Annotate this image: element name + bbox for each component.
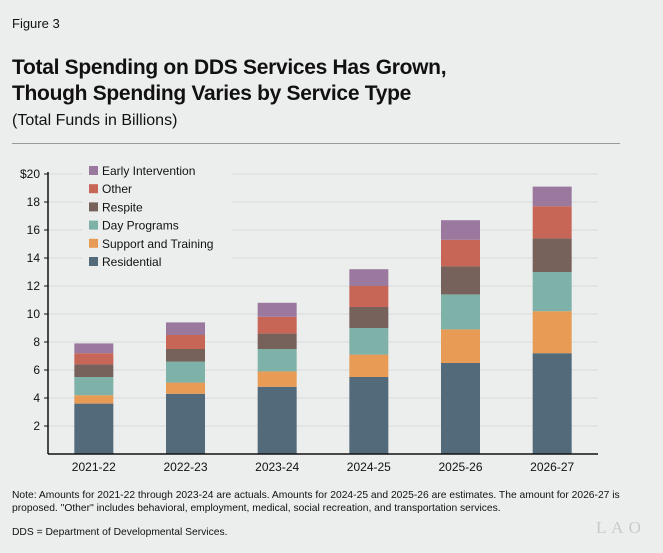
bar-segment xyxy=(257,316,297,334)
bar-segment xyxy=(74,353,114,365)
legend-label: Other xyxy=(102,182,132,196)
bar-segment xyxy=(349,354,389,377)
chart-title: Total Spending on DDS Services Has Grown… xyxy=(12,55,447,107)
bar-segment xyxy=(166,335,205,349)
y-tick-label: 4 xyxy=(33,391,40,405)
bar-segment xyxy=(166,393,205,454)
bar-segment xyxy=(441,329,480,363)
x-tick-label: 2026-27 xyxy=(530,460,574,474)
bar-segment xyxy=(349,286,389,307)
y-tick-label: 6 xyxy=(33,363,40,377)
bar-segment xyxy=(166,349,205,362)
bar-segment xyxy=(349,328,389,355)
x-tick-label: 2023-24 xyxy=(255,460,299,474)
bar-segment xyxy=(441,266,480,295)
bar-segment xyxy=(74,403,114,454)
y-tick-label: 18 xyxy=(27,195,41,209)
bar-segment xyxy=(349,377,389,454)
bar-segment xyxy=(74,377,114,396)
bar-segment xyxy=(349,307,389,328)
bar-segment xyxy=(532,272,572,312)
y-tick-label: 2 xyxy=(33,419,40,433)
x-tick-label: 2025-26 xyxy=(438,460,482,474)
figure-label: Figure 3 xyxy=(12,16,60,31)
abbreviation-note: DDS = Department of Developmental Servic… xyxy=(12,527,228,538)
legend-swatch xyxy=(89,220,98,230)
title-line-2: Though Spending Varies by Service Type xyxy=(12,82,411,105)
bar-segment xyxy=(257,333,297,349)
y-tick-label: 10 xyxy=(27,307,41,321)
bar-segment xyxy=(74,395,114,404)
chart-subtitle: (Total Funds in Billions) xyxy=(12,112,178,129)
bar-segment xyxy=(166,382,205,394)
legend-label: Residential xyxy=(102,255,161,269)
bar-segment xyxy=(532,311,572,354)
bar-segment xyxy=(532,186,572,207)
legend-background xyxy=(82,162,232,274)
legend-swatch xyxy=(89,202,98,212)
legend-swatch xyxy=(89,184,98,194)
bar-segment xyxy=(532,238,572,272)
title-line-1: Total Spending on DDS Services Has Grown… xyxy=(12,56,447,79)
divider xyxy=(12,143,620,144)
bar-segment xyxy=(532,353,572,454)
x-tick-label: 2024-25 xyxy=(347,460,391,474)
legend-swatch xyxy=(89,238,98,248)
bar-segment xyxy=(166,322,205,335)
y-tick-label: 12 xyxy=(27,279,41,293)
x-tick-label: 2022-23 xyxy=(163,460,207,474)
y-tick-label: 8 xyxy=(33,335,40,349)
bar-segment xyxy=(441,220,480,240)
bar-segment xyxy=(74,343,114,354)
bar-segment xyxy=(257,349,297,372)
x-tick-label: 2021-22 xyxy=(72,460,116,474)
bar-segment xyxy=(441,363,480,454)
bar-segment xyxy=(74,364,114,377)
legend-swatch xyxy=(89,166,98,175)
bar-segment xyxy=(441,239,480,267)
chart-note: Note: Amounts for 2021-22 through 2023-2… xyxy=(12,490,620,514)
bar-segment xyxy=(257,302,297,317)
legend-label: Early Intervention xyxy=(102,164,195,178)
bar-segment xyxy=(257,386,297,454)
legend-label: Support and Training xyxy=(102,237,213,251)
y-tick-label: 14 xyxy=(27,251,41,265)
y-tick-label: 16 xyxy=(27,223,41,237)
legend-label: Day Programs xyxy=(102,219,179,233)
y-tick-label: $20 xyxy=(20,167,40,181)
bar-segment xyxy=(349,269,389,286)
legend-label: Respite xyxy=(102,200,143,214)
bar-segment xyxy=(166,361,205,383)
bar-segment xyxy=(532,206,572,239)
lao-logo: L A O xyxy=(596,518,642,537)
bar-segment xyxy=(257,371,297,387)
legend-swatch xyxy=(89,257,98,266)
bar-segment xyxy=(441,294,480,330)
